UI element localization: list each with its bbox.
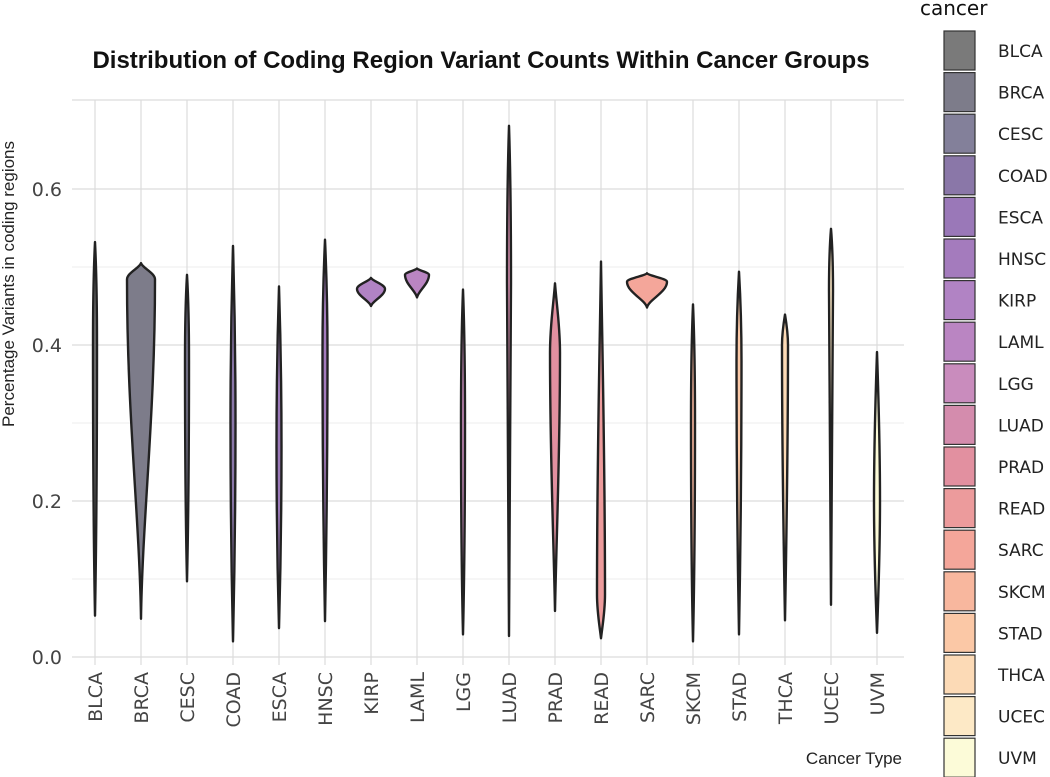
y-tick-label: 0.2 — [32, 491, 62, 513]
legend-label: STAD — [998, 624, 1043, 644]
legend-swatch — [943, 654, 976, 695]
x-tick-label: HNSC — [315, 672, 337, 726]
legend-label: SKCM — [998, 583, 1046, 603]
x-tick-label: STAD — [729, 672, 751, 722]
x-tick-label: ESCA — [269, 672, 291, 722]
legend-swatch — [943, 404, 976, 445]
violin-prad — [548, 282, 562, 613]
legend-swatch — [943, 113, 976, 154]
x-tick-label: LUAD — [499, 672, 521, 723]
legend-label: KIRP — [998, 292, 1036, 312]
violin-laml — [403, 267, 431, 299]
violin-blca — [91, 240, 99, 617]
violin-lgg — [459, 288, 467, 636]
x-axis-title: Cancer Type — [806, 749, 902, 768]
legend-swatch — [943, 446, 976, 487]
legend-label: UCEC — [998, 708, 1045, 728]
y-tick-label: 0.0 — [32, 647, 62, 669]
violin-cesc — [183, 273, 191, 583]
x-tick-label: COAD — [223, 672, 245, 728]
violin-kirp — [355, 276, 387, 308]
legend-swatch — [943, 529, 976, 570]
legend-label: THCA — [997, 666, 1045, 686]
x-tick-label: PRAD — [545, 672, 567, 724]
x-tick-label: BRCA — [131, 672, 153, 724]
legend-swatch — [943, 321, 976, 362]
x-tick-label: KIRP — [361, 672, 383, 715]
violin-coad — [229, 244, 237, 643]
chart-title: Distribution of Coding Region Variant Co… — [92, 47, 869, 74]
legend-label: UVM — [998, 749, 1037, 769]
legend: cancer BLCA BRCA CESC COAD ESCA HNSC KIRP LAML L… — [920, 0, 1048, 777]
legend-swatch — [943, 280, 976, 321]
legend-label: CESC — [998, 125, 1043, 145]
violin-sarc — [625, 272, 669, 309]
x-tick-label: CESC — [177, 672, 199, 723]
legend-swatch — [943, 238, 976, 279]
grid-lines — [72, 99, 904, 665]
violin-skcm — [689, 303, 697, 643]
legend-label: PRAD — [998, 458, 1044, 478]
y-tick-label: 0.4 — [32, 335, 62, 357]
y-axis-title: Percentage Variants in coding regions — [0, 141, 18, 427]
x-tick-label: READ — [591, 672, 613, 725]
legend-swatch — [943, 612, 976, 654]
violin-hnsc — [321, 238, 329, 623]
legend-label: SARC — [998, 541, 1044, 561]
legend-swatch — [943, 71, 976, 113]
legend-label: READ — [998, 500, 1045, 520]
legend-swatch — [943, 30, 976, 71]
legend-swatch — [943, 695, 976, 737]
legend-label: BRCA — [998, 84, 1044, 104]
x-tick-label: LGG — [453, 672, 475, 712]
x-tick-label: BLCA — [85, 672, 107, 722]
violins — [91, 124, 882, 643]
x-tick-label: THCA — [775, 672, 797, 725]
x-tick-label: SKCM — [683, 672, 705, 725]
violin-luad — [505, 124, 513, 638]
violin-ucec — [827, 227, 835, 606]
legend-label: LUAD — [998, 416, 1044, 436]
y-tick-label: 0.6 — [32, 179, 62, 201]
x-tick-label: SARC — [637, 672, 659, 723]
violin-stad — [735, 270, 743, 636]
violin-esca — [275, 285, 283, 630]
legend-swatch — [943, 196, 976, 237]
violin-uvm — [872, 350, 882, 635]
legend-swatch — [943, 488, 976, 529]
y-axis-ticks: 0.0 0.2 0.4 0.6 — [32, 179, 62, 669]
legend-label: LGG — [998, 375, 1034, 395]
legend-swatch — [943, 737, 976, 777]
legend-swatch — [943, 363, 976, 404]
x-axis-ticks: BLCA BRCA CESC COAD ESCA HNSC KIRP LAML LGG LUAD P… — [85, 672, 889, 728]
violin-read — [595, 260, 607, 640]
legend-label: ESCA — [998, 208, 1043, 228]
legend-title: cancer — [920, 0, 988, 20]
violin-brca — [125, 261, 157, 620]
legend-label: HNSC — [998, 250, 1046, 270]
legend-label: BLCA — [998, 42, 1043, 62]
legend-swatch — [943, 155, 976, 196]
x-tick-label: UVM — [867, 672, 889, 715]
x-tick-label: UCEC — [821, 672, 843, 724]
legend-swatch — [943, 571, 976, 612]
x-tick-label: LAML — [407, 672, 429, 723]
violin-thca — [780, 313, 790, 622]
legend-label: COAD — [998, 167, 1048, 187]
legend-label: LAML — [998, 333, 1044, 353]
